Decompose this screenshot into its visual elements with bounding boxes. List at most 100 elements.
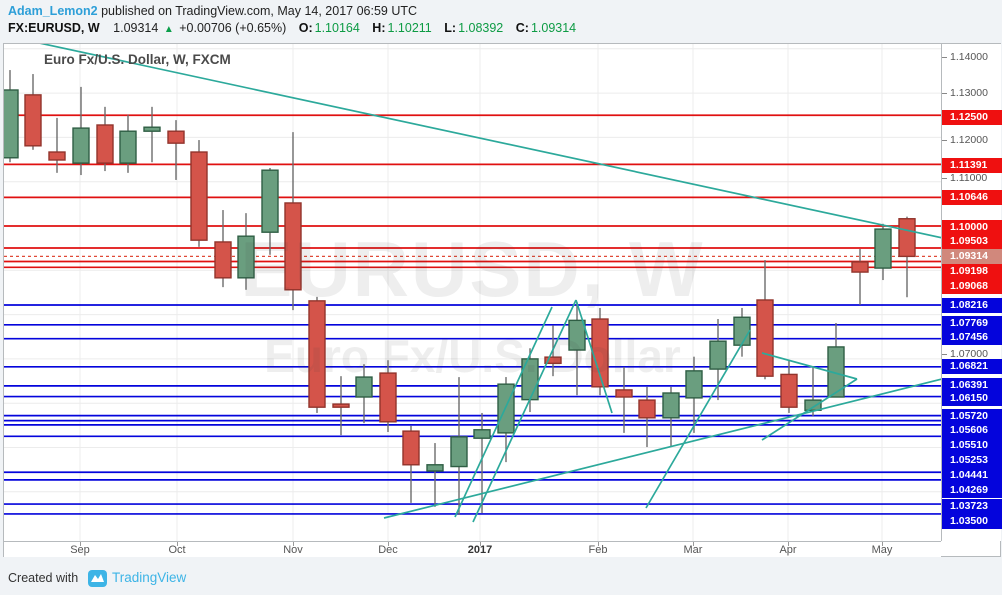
candle-down bbox=[898, 218, 916, 258]
candle-up bbox=[874, 228, 892, 269]
time-axis-label: Apr bbox=[779, 544, 797, 556]
close-value: 1.09314 bbox=[530, 21, 577, 35]
footer: Created with TradingView bbox=[0, 566, 1002, 595]
chart-canvas[interactable]: EURUSD, W Euro Fx/U.S. Dollar Euro Fx/U.… bbox=[4, 44, 941, 541]
resistance-price-label: 1.10646 bbox=[942, 190, 1002, 205]
time-axis-label: Sep bbox=[70, 544, 90, 556]
support-price-label: 1.04269 bbox=[942, 483, 1002, 498]
support-price-label: 1.03500 bbox=[942, 514, 1002, 529]
chart-header: Adam_Lemon2 published on TradingView.com… bbox=[8, 3, 576, 37]
trendline-pennant-upper[interactable] bbox=[761, 352, 858, 380]
time-axis-label: Feb bbox=[588, 544, 608, 556]
tradingview-brand-link[interactable]: TradingView bbox=[112, 570, 187, 585]
support-price-label: 1.06391 bbox=[942, 378, 1002, 393]
resistance-price-label: 1.09198 bbox=[942, 264, 1002, 279]
symbol-quote-line: FX:EURUSD, W 1.09314 ▲ +0.00706 (+0.65%)… bbox=[8, 20, 576, 37]
support-price-label: 1.08216 bbox=[942, 298, 1002, 313]
candle-down bbox=[379, 372, 397, 423]
candle-down bbox=[615, 389, 633, 398]
current-price-label: 1.09314 bbox=[942, 249, 1002, 264]
created-with-text: Created with bbox=[8, 571, 79, 585]
resistance-price-label: 1.09503 bbox=[942, 234, 1002, 249]
tradingview-logo-icon[interactable] bbox=[88, 569, 107, 593]
price-axis-label: 1.07000 bbox=[942, 347, 1002, 362]
high-label: H: bbox=[372, 21, 386, 35]
trendline-long-descending-resistance[interactable] bbox=[30, 44, 941, 240]
candle-down bbox=[214, 241, 232, 279]
candle-down bbox=[780, 373, 798, 408]
trendline-steep-channel-right[interactable] bbox=[472, 299, 577, 523]
time-axis-tick bbox=[293, 542, 294, 546]
chart-widget: EURUSD, W Euro Fx/U.S. Dollar Euro Fx/U.… bbox=[3, 43, 1002, 557]
time-scale[interactable]: Sep Oct Nov Dec 2017 Feb Mar Apr May bbox=[4, 541, 941, 557]
time-axis-label: Dec bbox=[378, 544, 398, 556]
candle-down bbox=[851, 261, 869, 273]
support-price-label: 1.06821 bbox=[942, 359, 1002, 374]
high-value: 1.10211 bbox=[387, 21, 432, 35]
time-axis-label: Nov bbox=[283, 544, 303, 556]
support-price-label: 1.04441 bbox=[942, 468, 1002, 483]
instrument-title: Euro Fx/U.S. Dollar, W, FXCM bbox=[44, 52, 231, 67]
time-axis-label: 2017 bbox=[467, 544, 493, 556]
symbol-label: FX:EURUSD, W bbox=[8, 21, 100, 35]
price-axis-label: 1.11000 bbox=[942, 171, 1002, 186]
trendline-feb-mar-rally-line[interactable] bbox=[645, 329, 751, 509]
candle-up bbox=[568, 319, 586, 351]
price-axis-label: 1.14000 bbox=[942, 50, 1002, 65]
candle-up bbox=[4, 89, 19, 159]
candle-up bbox=[473, 429, 491, 439]
open-value: 1.10164 bbox=[314, 21, 360, 35]
close-label: C: bbox=[515, 21, 529, 35]
candle-up bbox=[119, 130, 137, 164]
low-label: L: bbox=[444, 21, 457, 35]
candle-down bbox=[638, 399, 656, 419]
support-price-label: 1.05720 bbox=[942, 409, 1002, 424]
candle-down bbox=[96, 124, 114, 164]
candle-up bbox=[426, 464, 444, 472]
time-axis-label: Oct bbox=[168, 544, 186, 556]
candle-down bbox=[308, 300, 326, 408]
candle-up bbox=[804, 399, 822, 411]
time-axis-tick bbox=[177, 542, 178, 546]
resistance-price-label: 1.09068 bbox=[942, 279, 1002, 294]
candle-down bbox=[284, 202, 302, 291]
support-price-label: 1.06150 bbox=[942, 391, 1002, 406]
price-scale[interactable]: 1.14000 1.13000 1.12000 1.11000 1.07000 1.082… bbox=[941, 44, 1002, 541]
candle-up bbox=[709, 340, 727, 370]
time-axis-tick bbox=[598, 542, 599, 546]
candle-down bbox=[24, 94, 42, 147]
trendline-steep-channel-left[interactable] bbox=[454, 306, 553, 518]
candle-down bbox=[332, 403, 350, 408]
candle-up bbox=[733, 316, 751, 346]
price-change: +0.00706 (+0.65%) bbox=[179, 21, 287, 35]
candle-up bbox=[662, 392, 680, 419]
candle-down bbox=[402, 430, 420, 466]
time-axis-label: May bbox=[871, 544, 893, 556]
candle-down bbox=[756, 299, 774, 377]
price-axis-label: 1.13000 bbox=[942, 86, 1002, 101]
trendline-long-ascending-support[interactable] bbox=[383, 375, 941, 519]
candle-up bbox=[72, 127, 90, 164]
support-price-label: 1.05510 bbox=[942, 438, 1002, 453]
time-axis-tick bbox=[693, 542, 694, 546]
candle-up bbox=[237, 235, 255, 279]
trendline-apex-breakdown[interactable] bbox=[575, 299, 613, 414]
publish-info-line: Adam_Lemon2 published on TradingView.com… bbox=[8, 3, 576, 20]
candle-down bbox=[190, 151, 208, 241]
candlestick-plot bbox=[4, 44, 941, 541]
time-axis-tick bbox=[480, 542, 481, 546]
time-axis-tick bbox=[388, 542, 389, 546]
author-link[interactable]: Adam_Lemon2 bbox=[8, 4, 98, 18]
trendline-pennant-lower[interactable] bbox=[761, 378, 858, 441]
candle-up bbox=[450, 436, 468, 468]
resistance-price-label: 1.12500 bbox=[942, 110, 1002, 125]
up-triangle-icon: ▲ bbox=[163, 24, 174, 35]
time-axis-tick bbox=[882, 542, 883, 546]
candle-up bbox=[355, 376, 373, 398]
candle-up bbox=[827, 346, 845, 398]
published-text: published on TradingView.com, May 14, 20… bbox=[97, 4, 418, 18]
last-price: 1.09314 bbox=[113, 21, 159, 35]
open-label: O: bbox=[298, 21, 313, 35]
candle-down bbox=[544, 356, 562, 365]
